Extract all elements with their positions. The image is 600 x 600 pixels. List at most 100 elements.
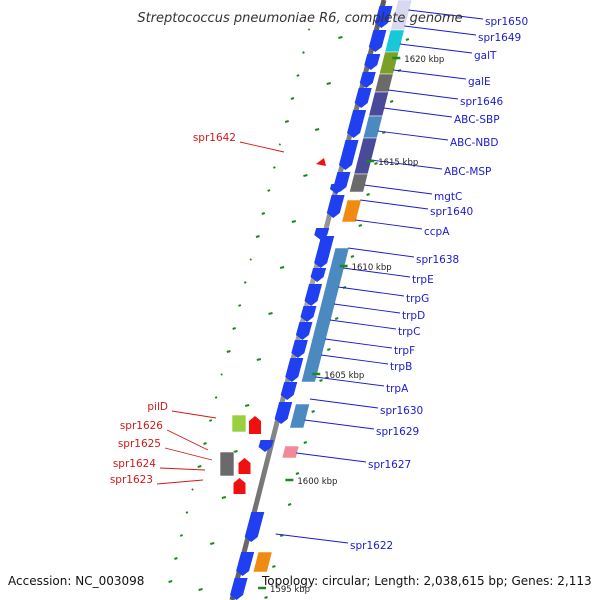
gc-mark — [295, 472, 300, 475]
gene-arrow — [274, 402, 293, 424]
cog-box — [348, 173, 369, 193]
gc-mark — [174, 557, 178, 560]
leader-line — [360, 199, 429, 210]
gc-mark — [238, 304, 242, 307]
gene-label: spr1638 — [416, 254, 459, 266]
leader-line — [159, 467, 206, 471]
gene-label: pilD — [147, 401, 168, 413]
gene-label: spr1640 — [430, 206, 473, 218]
gc-mark — [296, 74, 300, 77]
cog-box — [300, 247, 350, 383]
gene-arrow-minus — [316, 158, 326, 166]
kbp-label: 1610 kbp — [352, 263, 392, 273]
gene-arrow — [304, 284, 323, 306]
gene-label: trpC — [398, 326, 420, 338]
leader-line — [399, 43, 473, 54]
gene-label: trpF — [394, 345, 415, 357]
gc-mark — [350, 255, 355, 258]
gene-label: trpD — [402, 310, 425, 322]
cog-box — [252, 551, 273, 573]
gc-mark — [264, 596, 268, 599]
gc-mark — [287, 503, 292, 506]
gc-mark — [191, 488, 194, 491]
gene-arrow — [291, 340, 308, 358]
gc-mark — [366, 193, 370, 196]
gc-mark — [291, 220, 297, 223]
gc-mark — [290, 97, 295, 100]
leader-line — [404, 25, 477, 36]
gc-mark — [272, 565, 276, 568]
leader-line — [329, 319, 397, 330]
gene-label: spr1625 — [118, 438, 161, 450]
topology-label: Topology: circular; Length: 2,038,615 bp… — [262, 574, 592, 588]
gc-mark — [326, 82, 331, 85]
gc-mark — [284, 120, 289, 123]
gene-arrow — [338, 140, 359, 170]
gene-label: mgtC — [434, 191, 462, 203]
gene-arrow — [359, 72, 376, 88]
gc-mark — [374, 162, 378, 165]
gc-mark — [261, 212, 266, 215]
gene-features — [230, 6, 393, 600]
leader-line — [388, 89, 459, 100]
cog-category-boxes — [219, 0, 413, 573]
gene-label: ABC-MSP — [444, 166, 491, 178]
gc-content-marks — [168, 28, 410, 599]
label-leader-lines — [156, 9, 484, 544]
gc-mark — [334, 317, 339, 320]
gc-mark — [311, 410, 315, 413]
gene-arrow — [329, 184, 345, 194]
gene-label: trpA — [386, 383, 409, 395]
leader-line — [408, 9, 484, 20]
cog-box — [281, 445, 300, 459]
gene-label: ABC-NBD — [450, 137, 498, 149]
leader-line — [166, 429, 209, 451]
gc-mark — [220, 373, 223, 376]
leader-line — [320, 354, 389, 365]
gene-arrow — [368, 30, 387, 52]
gc-mark — [209, 542, 215, 545]
gc-mark — [214, 396, 218, 399]
gc-mark — [185, 511, 189, 514]
gc-mark — [303, 441, 308, 444]
gene-arrow-minus — [249, 416, 261, 434]
leader-line — [164, 447, 213, 461]
gc-mark — [168, 580, 173, 583]
gene-label: spr1622 — [350, 540, 393, 552]
gc-mark — [307, 28, 311, 31]
gene-arrow — [326, 195, 345, 218]
gene-label: galT — [474, 50, 497, 62]
leader-line — [383, 107, 453, 118]
leader-line — [315, 376, 385, 387]
gene-label: spr1642 — [193, 132, 236, 144]
leader-line — [343, 267, 411, 278]
gc-mark — [389, 100, 394, 103]
gc-mark — [358, 224, 363, 227]
gene-arrow-minus — [238, 458, 251, 474]
gc-mark — [279, 266, 285, 269]
gene-arrow — [314, 236, 335, 268]
gene-arrow — [314, 228, 330, 240]
gc-mark — [338, 36, 343, 39]
gene-label: spr1630 — [380, 405, 423, 417]
cog-box — [231, 414, 247, 433]
cog-box — [219, 451, 235, 477]
gc-mark — [221, 496, 227, 499]
gene-arrow — [310, 268, 327, 282]
kbp-scale: 1620 kbp 1615 kbp 1610 kbp 1605 kbp 1600 kbp… — [258, 55, 444, 595]
gene-arrow — [258, 440, 274, 452]
gene-label: trpG — [406, 293, 429, 305]
accession-label: Accession: NC_003098 — [8, 574, 145, 588]
leader-line — [325, 338, 393, 349]
gene-label: spr1626 — [120, 420, 163, 432]
gene-arrow — [236, 552, 255, 576]
gene-arrow — [244, 512, 265, 542]
gene-label: spr1646 — [460, 96, 503, 108]
gc-mark — [327, 348, 331, 351]
leader-line — [304, 419, 375, 430]
gc-mark — [232, 327, 236, 330]
cog-box — [362, 115, 384, 139]
gene-arrow — [295, 322, 313, 340]
leader-line — [156, 479, 204, 485]
gc-mark — [198, 588, 203, 591]
